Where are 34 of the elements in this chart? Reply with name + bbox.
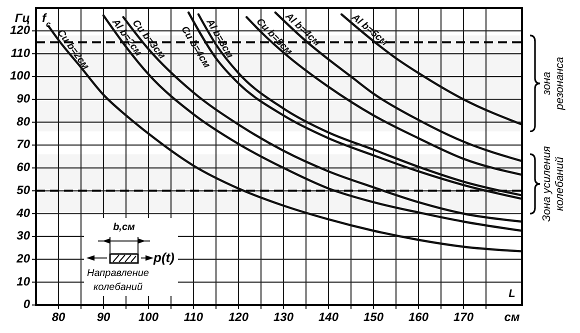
x-tick-label: 170 <box>453 310 474 324</box>
x-axis-title: см <box>504 310 520 324</box>
y-tick-label: 40 <box>16 206 30 220</box>
y-tick-label: 100 <box>10 68 30 83</box>
y-tick-label: 70 <box>16 137 30 152</box>
band-label: Зона усиления колебаний <box>541 146 566 222</box>
band-label: зона резонанса <box>541 56 566 111</box>
annotation: p(t) <box>152 250 174 265</box>
y-tick-label: 90 <box>16 92 30 106</box>
y-tick-label: 10 <box>16 274 30 288</box>
annotation: f$_{c}$ <box>42 11 51 29</box>
x-tick-label: 100 <box>138 310 159 324</box>
x-tick-label: 140 <box>318 310 339 324</box>
y-tick-label: 20 <box>16 251 30 266</box>
y-tick-label: 30 <box>16 228 30 243</box>
y-tick-label: 80 <box>16 114 30 128</box>
y-axis-title: Гц <box>14 11 30 25</box>
y-tick-label: 120 <box>10 23 30 38</box>
x-tick-label: 150 <box>363 310 384 324</box>
y-tick-label: 60 <box>16 160 30 174</box>
line-series <box>340 13 524 126</box>
y-tick-label: 50 <box>16 182 30 197</box>
x-tick-label: 130 <box>273 310 294 324</box>
annotation: b,см <box>113 222 136 233</box>
annotation: L <box>508 288 516 300</box>
x-tick-label: 110 <box>184 310 204 324</box>
x-tick-label: 90 <box>96 310 110 324</box>
x-tick-label: 80 <box>52 310 66 324</box>
y-tick-label: 110 <box>10 46 30 60</box>
line-series <box>246 16 524 176</box>
x-tick-label: 120 <box>228 310 249 324</box>
x-tick-label: 160 <box>408 310 429 324</box>
y-tick-label: 0 <box>23 297 30 312</box>
annotation: Направление колебаний <box>86 268 150 293</box>
